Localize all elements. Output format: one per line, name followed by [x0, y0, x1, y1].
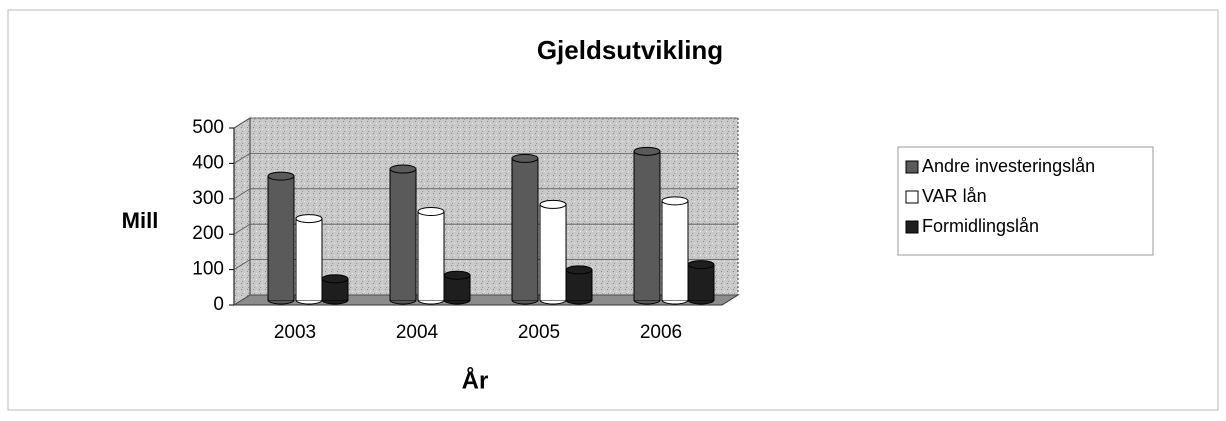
cylinder-cover	[268, 296, 294, 300]
side-wall	[233, 117, 251, 306]
bar	[389, 168, 417, 301]
y-tick-label: 400	[192, 152, 224, 173]
cylinder-cover	[322, 296, 348, 300]
grid-line	[233, 223, 738, 235]
bar	[267, 175, 295, 301]
y-tick-label: 100	[192, 259, 224, 280]
cylinder	[389, 164, 417, 305]
y-tick-label: 500	[192, 117, 224, 138]
x-tick-label: 2006	[640, 322, 682, 343]
y-tick-label: 0	[213, 294, 224, 315]
x-axis-label: År	[462, 366, 489, 394]
bar	[565, 269, 593, 301]
cylinder	[565, 265, 593, 305]
chart-title: Gjeldsutvikling	[537, 35, 723, 65]
grid-line	[233, 152, 738, 164]
legend-label: Formidlingslån	[922, 216, 1039, 236]
cylinder-top	[267, 171, 295, 181]
grid-line	[233, 259, 738, 270]
cylinder	[295, 214, 323, 305]
cylinder-top	[321, 274, 349, 284]
cylinder-top	[511, 153, 539, 163]
cylinder-cover	[662, 296, 688, 300]
cylinder-top	[389, 164, 417, 174]
grid-line	[233, 188, 738, 200]
cylinder-top	[633, 146, 661, 156]
bar	[661, 200, 689, 301]
y-axis-label: Mill	[122, 208, 159, 233]
cylinder-top	[417, 207, 445, 216]
cylinder-cover	[418, 296, 444, 300]
cylinder-cover	[688, 296, 714, 300]
cylinder-top	[295, 214, 323, 224]
bar	[511, 157, 539, 301]
cylinder-top	[443, 270, 471, 280]
cylinder	[687, 260, 715, 305]
y-tick-label: 300	[192, 188, 224, 209]
cylinder	[633, 146, 661, 305]
cylinder	[417, 207, 445, 305]
cylinder-top	[687, 260, 715, 270]
cylinder	[443, 270, 471, 305]
bar	[417, 211, 445, 301]
x-tick-label: 2003	[274, 322, 316, 343]
legend-swatch	[905, 160, 919, 174]
cylinder-cover	[512, 296, 538, 300]
y-tick-label: 200	[192, 223, 224, 244]
legend-label: Andre investeringslån	[922, 156, 1095, 176]
legend-label: VAR lån	[922, 186, 987, 206]
bar	[687, 264, 715, 301]
legend-swatch	[905, 190, 919, 204]
cylinder	[511, 153, 539, 305]
cylinder-top	[539, 199, 567, 209]
cylinder-cover	[540, 296, 566, 300]
cylinder	[661, 196, 689, 305]
legend-box	[897, 146, 1154, 256]
cylinder-cover	[390, 296, 416, 300]
cylinder-cover	[296, 296, 322, 300]
cylinder	[321, 274, 349, 305]
cylinder-cover	[634, 296, 660, 300]
x-tick-label: 2005	[518, 322, 560, 343]
cylinder-top	[661, 196, 689, 206]
cylinder	[539, 199, 567, 305]
bar	[633, 150, 661, 301]
cylinder-top	[565, 265, 593, 275]
cylinder	[267, 171, 295, 305]
legend-swatch	[905, 220, 919, 234]
bar	[295, 218, 323, 301]
cylinder-cover	[444, 296, 470, 300]
bar	[539, 203, 567, 301]
x-tick-label: 2004	[396, 322, 439, 343]
cylinder-cover	[566, 296, 592, 300]
grid-line	[233, 117, 738, 129]
